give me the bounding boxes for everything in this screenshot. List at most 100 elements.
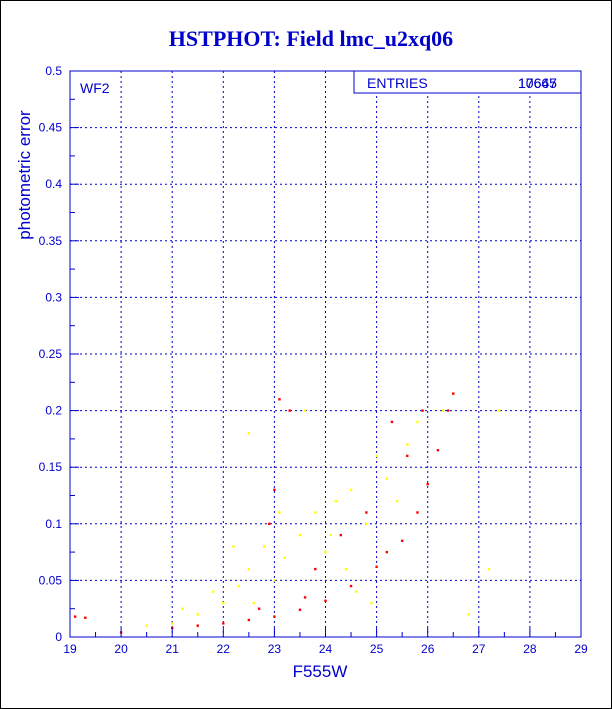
y-axis-label: photometric error — [15, 110, 34, 240]
data-point — [171, 626, 174, 630]
y-tick-label: 0.45 — [39, 121, 63, 135]
data-point — [247, 567, 251, 571]
data-point — [436, 449, 440, 452]
series — [73, 392, 455, 634]
x-tick-label: 28 — [523, 642, 537, 656]
data-point — [324, 550, 327, 554]
y-tick-label: 0.1 — [45, 517, 62, 531]
data-point — [252, 601, 256, 605]
data-point — [452, 392, 455, 395]
y-tick-label: 0.2 — [45, 404, 62, 418]
data-point — [298, 533, 302, 537]
data-point — [441, 409, 445, 412]
data-point — [467, 613, 470, 616]
y-tick-label: 0.05 — [39, 573, 63, 587]
data-point — [273, 579, 276, 582]
data-point — [268, 522, 271, 525]
data-points — [73, 392, 501, 634]
data-point — [354, 590, 358, 593]
y-tick-label: 0.35 — [39, 234, 63, 248]
data-point — [370, 601, 373, 605]
x-tick-label: 27 — [472, 642, 486, 656]
data-point — [487, 567, 491, 571]
data-point — [273, 488, 276, 492]
data-point — [222, 601, 225, 605]
data-point — [421, 409, 424, 412]
data-point — [416, 511, 419, 514]
data-point — [232, 545, 235, 548]
stats-entries-value-2: 10645 — [518, 75, 557, 91]
stats-box: ENTRIES 17667 10645 — [353, 70, 582, 94]
data-point — [349, 488, 353, 492]
data-point — [339, 533, 343, 537]
data-point — [314, 567, 317, 571]
y-tick-label: 0.15 — [39, 460, 63, 474]
data-point — [247, 618, 251, 622]
data-point — [283, 556, 286, 559]
y-tick-label: 0.3 — [45, 290, 62, 304]
data-point — [298, 608, 302, 612]
data-point — [247, 432, 251, 435]
x-tick-label: 24 — [319, 642, 333, 656]
data-point — [375, 454, 378, 458]
data-point — [278, 511, 281, 514]
data-point — [385, 550, 389, 554]
data-point — [278, 398, 281, 401]
stats-box-frame — [353, 70, 582, 94]
data-point — [196, 624, 199, 627]
data-point — [303, 409, 307, 412]
data-point — [390, 420, 394, 424]
data-point — [365, 522, 368, 525]
data-point — [288, 409, 291, 412]
data-point — [395, 499, 399, 503]
data-point — [416, 420, 419, 424]
y-tick-label: 0.5 — [45, 64, 62, 78]
stats-entries-value-1: 17667 — [518, 75, 557, 91]
data-point — [334, 499, 337, 503]
axis-ticks — [69, 70, 582, 638]
data-point — [84, 616, 87, 619]
x-tick-label: 20 — [114, 642, 128, 656]
y-tick-label: 0.25 — [39, 347, 63, 361]
data-point — [498, 409, 501, 412]
data-point — [171, 622, 174, 625]
x-tick-labels: 19 20 21 22 23 24 25 26 27 28 29 — [63, 642, 588, 656]
data-point — [365, 511, 368, 514]
x-tick-label: 29 — [574, 642, 588, 656]
data-point — [257, 607, 261, 610]
data-point — [211, 590, 215, 593]
data-point — [406, 454, 409, 458]
data-point — [385, 477, 389, 480]
data-point — [375, 565, 378, 569]
y-tick-label: 0.4 — [45, 177, 62, 191]
data-point — [237, 584, 240, 588]
x-axis-label: F555W — [293, 662, 348, 681]
data-point — [329, 533, 332, 537]
data-point — [344, 567, 348, 571]
panel-label: WF2 — [80, 80, 110, 96]
chart-title: HSTPHOT: Field lmc_u2xq06 — [169, 26, 453, 51]
data-point — [314, 511, 317, 514]
data-point — [406, 443, 409, 446]
x-tick-label: 19 — [63, 642, 77, 656]
y-tick-label: 0 — [55, 630, 62, 644]
data-point — [196, 613, 199, 616]
data-point — [303, 596, 307, 599]
x-tick-label: 21 — [166, 642, 180, 656]
stats-entries-label: ENTRIES — [367, 75, 428, 91]
data-point — [446, 409, 450, 412]
x-tick-label: 23 — [268, 642, 282, 656]
data-point — [222, 622, 225, 625]
series — [145, 409, 501, 627]
y-tick-labels: 0 0.05 0.1 0.15 0.2 0.25 0.3 0.35 0.4 0.45 0.5 — [39, 64, 63, 644]
x-tick-label: 25 — [370, 642, 384, 656]
data-point — [262, 545, 266, 548]
data-point — [181, 607, 184, 610]
data-point — [426, 482, 429, 486]
data-point — [273, 615, 276, 618]
data-point — [324, 599, 327, 602]
data-point — [145, 624, 148, 627]
x-tick-label: 26 — [421, 642, 435, 656]
data-point — [400, 539, 404, 542]
